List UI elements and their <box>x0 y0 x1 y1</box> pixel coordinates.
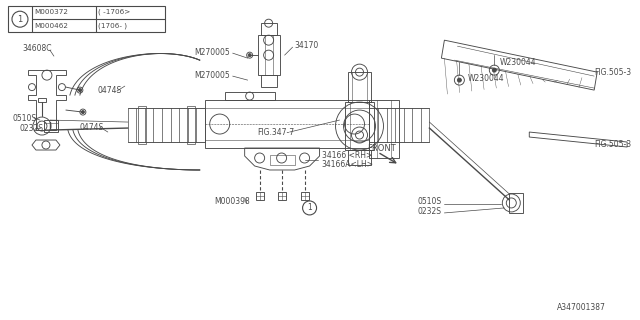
Bar <box>138 106 146 144</box>
Text: 34166A<LH>: 34166A<LH> <box>321 161 374 170</box>
Text: 1: 1 <box>17 15 22 24</box>
Text: M000462: M000462 <box>34 23 68 29</box>
Text: M000372: M000372 <box>34 9 68 15</box>
Text: 0232S: 0232S <box>417 207 442 216</box>
Bar <box>187 106 195 144</box>
Bar <box>38 98 46 102</box>
Text: FIG.347-7: FIG.347-7 <box>258 128 295 137</box>
Text: W230044: W230044 <box>467 74 504 83</box>
Text: FRONT: FRONT <box>367 143 396 153</box>
Text: 0232S: 0232S <box>20 124 44 132</box>
Circle shape <box>78 89 81 92</box>
Text: 0474S: 0474S <box>98 85 122 95</box>
Bar <box>260 75 276 87</box>
Text: 1: 1 <box>307 204 312 212</box>
Text: ( -1706>: ( -1706> <box>98 9 131 15</box>
Text: 34170: 34170 <box>294 41 319 50</box>
Circle shape <box>458 78 461 82</box>
Circle shape <box>303 201 317 215</box>
Bar <box>260 23 276 35</box>
Text: FIG.505-3: FIG.505-3 <box>594 68 631 76</box>
Text: 34608C: 34608C <box>22 44 51 53</box>
Bar <box>344 102 374 150</box>
Text: FIG.505-3: FIG.505-3 <box>594 140 631 148</box>
Bar <box>269 155 294 165</box>
Bar <box>8 6 164 32</box>
Text: W230044: W230044 <box>499 58 536 67</box>
Text: 34166 <RH>: 34166 <RH> <box>321 150 372 159</box>
Circle shape <box>12 11 28 27</box>
Text: 0474S: 0474S <box>80 123 104 132</box>
Bar <box>44 120 58 132</box>
Text: M270005: M270005 <box>195 48 230 57</box>
Text: A347001387: A347001387 <box>557 303 606 312</box>
Text: (1706- ): (1706- ) <box>98 23 127 29</box>
Circle shape <box>248 54 251 57</box>
Bar <box>278 192 285 200</box>
Bar <box>301 192 308 200</box>
Bar <box>258 35 280 75</box>
Circle shape <box>81 111 84 114</box>
Text: M000398: M000398 <box>214 197 250 206</box>
Bar <box>255 192 264 200</box>
Text: 0510S: 0510S <box>13 114 37 123</box>
Text: 0510S: 0510S <box>417 197 442 206</box>
Bar <box>348 72 371 102</box>
Bar <box>348 150 371 165</box>
Circle shape <box>492 68 497 72</box>
Text: M270005: M270005 <box>195 71 230 80</box>
Bar <box>509 193 524 213</box>
Bar <box>225 92 275 100</box>
